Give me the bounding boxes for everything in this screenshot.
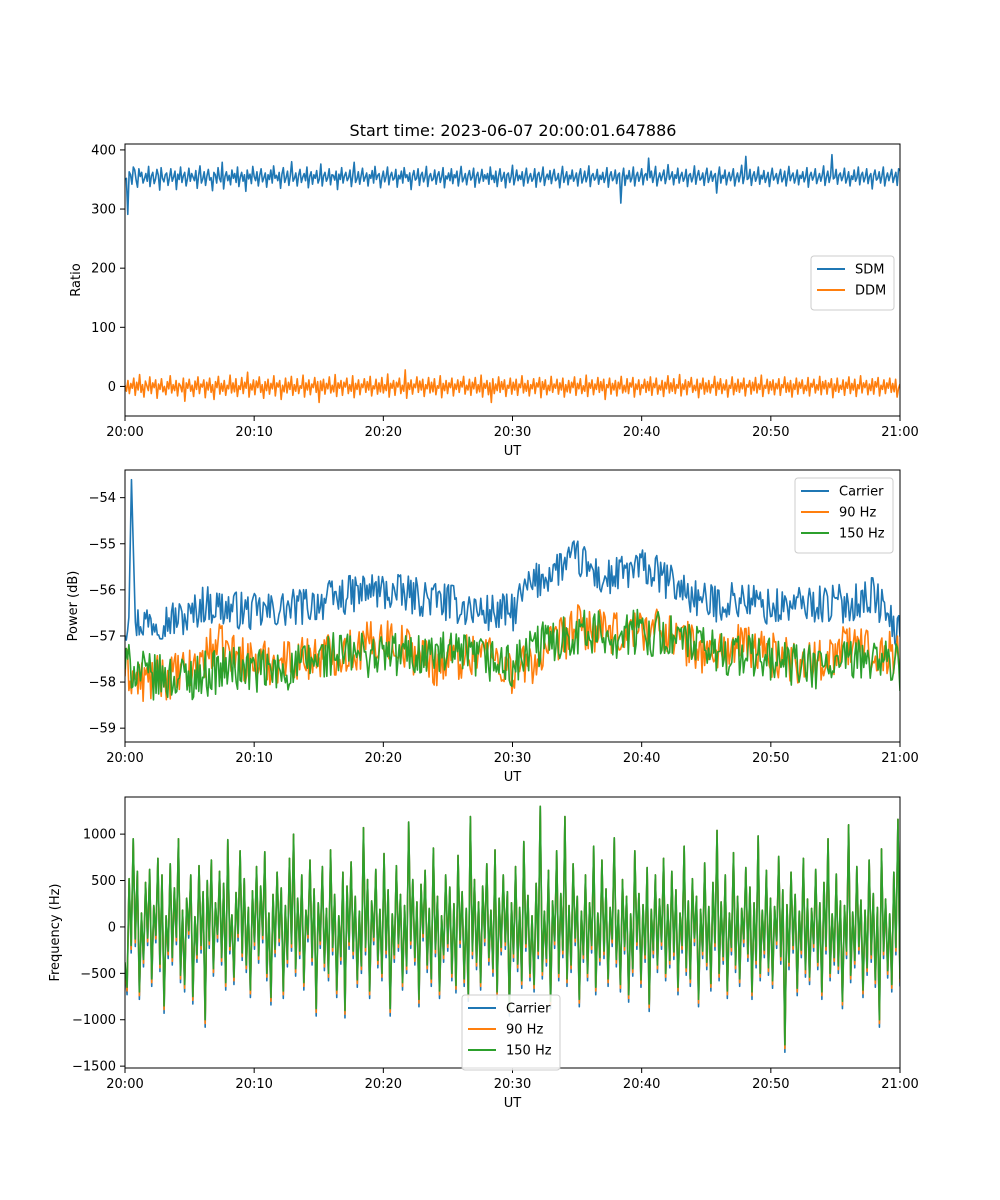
x-tick-label: 20:10: [235, 1077, 272, 1092]
x-tick-label: 21:00: [881, 1077, 918, 1092]
x-tick-label: 20:30: [494, 751, 531, 766]
legend-label: SDM: [855, 263, 884, 278]
y-tick-label: −59: [89, 722, 116, 737]
x-tick-label: 20:30: [494, 1077, 531, 1092]
legend-label: 150 Hz: [839, 527, 885, 542]
x-tick-label: 20:50: [752, 751, 789, 766]
axes-frame: [124, 143, 901, 417]
legend: Carrier 90 Hz 150 Hz: [461, 994, 561, 1071]
x-tick-label: 20:30: [494, 425, 531, 440]
legend-box: [461, 994, 561, 1071]
legend-label: 90 Hz: [839, 506, 876, 521]
ratio-panel: 20:00 20:10 20:20 20:30 20:40 20:50 21:00 UT 0 10…: [69, 143, 919, 459]
x-tick-label: 20:40: [623, 1077, 660, 1092]
x-tick-label: 21:00: [881, 751, 918, 766]
y-tick-label: 300: [91, 203, 116, 218]
y-tick-label: 0: [108, 380, 116, 395]
y-axis-label: Frequency (Hz): [48, 883, 63, 981]
legend-label: DDM: [855, 284, 886, 299]
x-axis-label: UT: [504, 444, 522, 459]
legend: SDM DDM: [810, 255, 895, 311]
x-tick-label: 20:10: [235, 751, 272, 766]
y-tick-label: 1000: [83, 828, 116, 843]
y-tick-label: 200: [91, 262, 116, 277]
legend-label: 90 Hz: [506, 1023, 543, 1038]
y-tick-label: −1500: [72, 1060, 116, 1075]
x-tick-label: 20:20: [365, 1077, 402, 1092]
legend: Carrier 90 Hz 150 Hz: [794, 477, 894, 554]
series-line-150-hz: [125, 805, 900, 1046]
figure-title: Start time: 2023-06-07 20:00:01.647886: [350, 121, 677, 140]
power-panel: 20:00 20:10 20:20 20:30 20:40 20:50 21:00 UT −59…: [66, 469, 919, 785]
y-tick-label: −55: [89, 537, 116, 552]
y-axis-label: Ratio: [69, 263, 84, 296]
y-tick-label: −56: [89, 583, 116, 598]
series-line-150-hz: [125, 608, 900, 701]
legend-box: [794, 477, 894, 554]
x-tick-label: 20:20: [365, 425, 402, 440]
y-tick-label: 400: [91, 143, 116, 158]
series-group: [125, 478, 900, 702]
x-tick-label: 20:00: [106, 1077, 143, 1092]
x-tick-label: 21:00: [881, 425, 918, 440]
series-line-ddm: [125, 369, 900, 404]
x-tick-label: 20:40: [623, 425, 660, 440]
x-tick-label: 20:10: [235, 425, 272, 440]
y-tick-label: 100: [91, 321, 116, 336]
legend-label: Carrier: [839, 485, 884, 500]
legend-label: 150 Hz: [506, 1044, 552, 1059]
legend-label: Carrier: [506, 1002, 551, 1017]
y-tick-label: −58: [89, 676, 116, 691]
x-tick-label: 20:00: [106, 751, 143, 766]
y-tick-label: 0: [108, 920, 116, 935]
x-tick-label: 20:40: [623, 751, 660, 766]
y-tick-label: −500: [80, 967, 116, 982]
series-group: [125, 805, 900, 1054]
y-tick-label: −1000: [72, 1013, 116, 1028]
x-tick-label: 20:50: [752, 425, 789, 440]
y-tick-label: −57: [89, 629, 116, 644]
x-tick-label: 20:20: [365, 751, 402, 766]
x-tick-label: 20:50: [752, 1077, 789, 1092]
y-tick-label: 500: [91, 874, 116, 889]
x-axis-label: UT: [504, 770, 522, 785]
x-tick-label: 20:00: [106, 425, 143, 440]
series-line-sdm: [125, 153, 900, 216]
series-line-carrier: [125, 478, 900, 648]
y-axis-label: Power (dB): [66, 571, 81, 642]
frequency-panel: 20:00 20:10 20:20 20:30 20:40 20:50 21:00 UT −15…: [48, 796, 919, 1111]
series-group: [125, 153, 900, 404]
x-axis-label: UT: [504, 1096, 522, 1111]
y-tick-label: −54: [89, 491, 116, 506]
